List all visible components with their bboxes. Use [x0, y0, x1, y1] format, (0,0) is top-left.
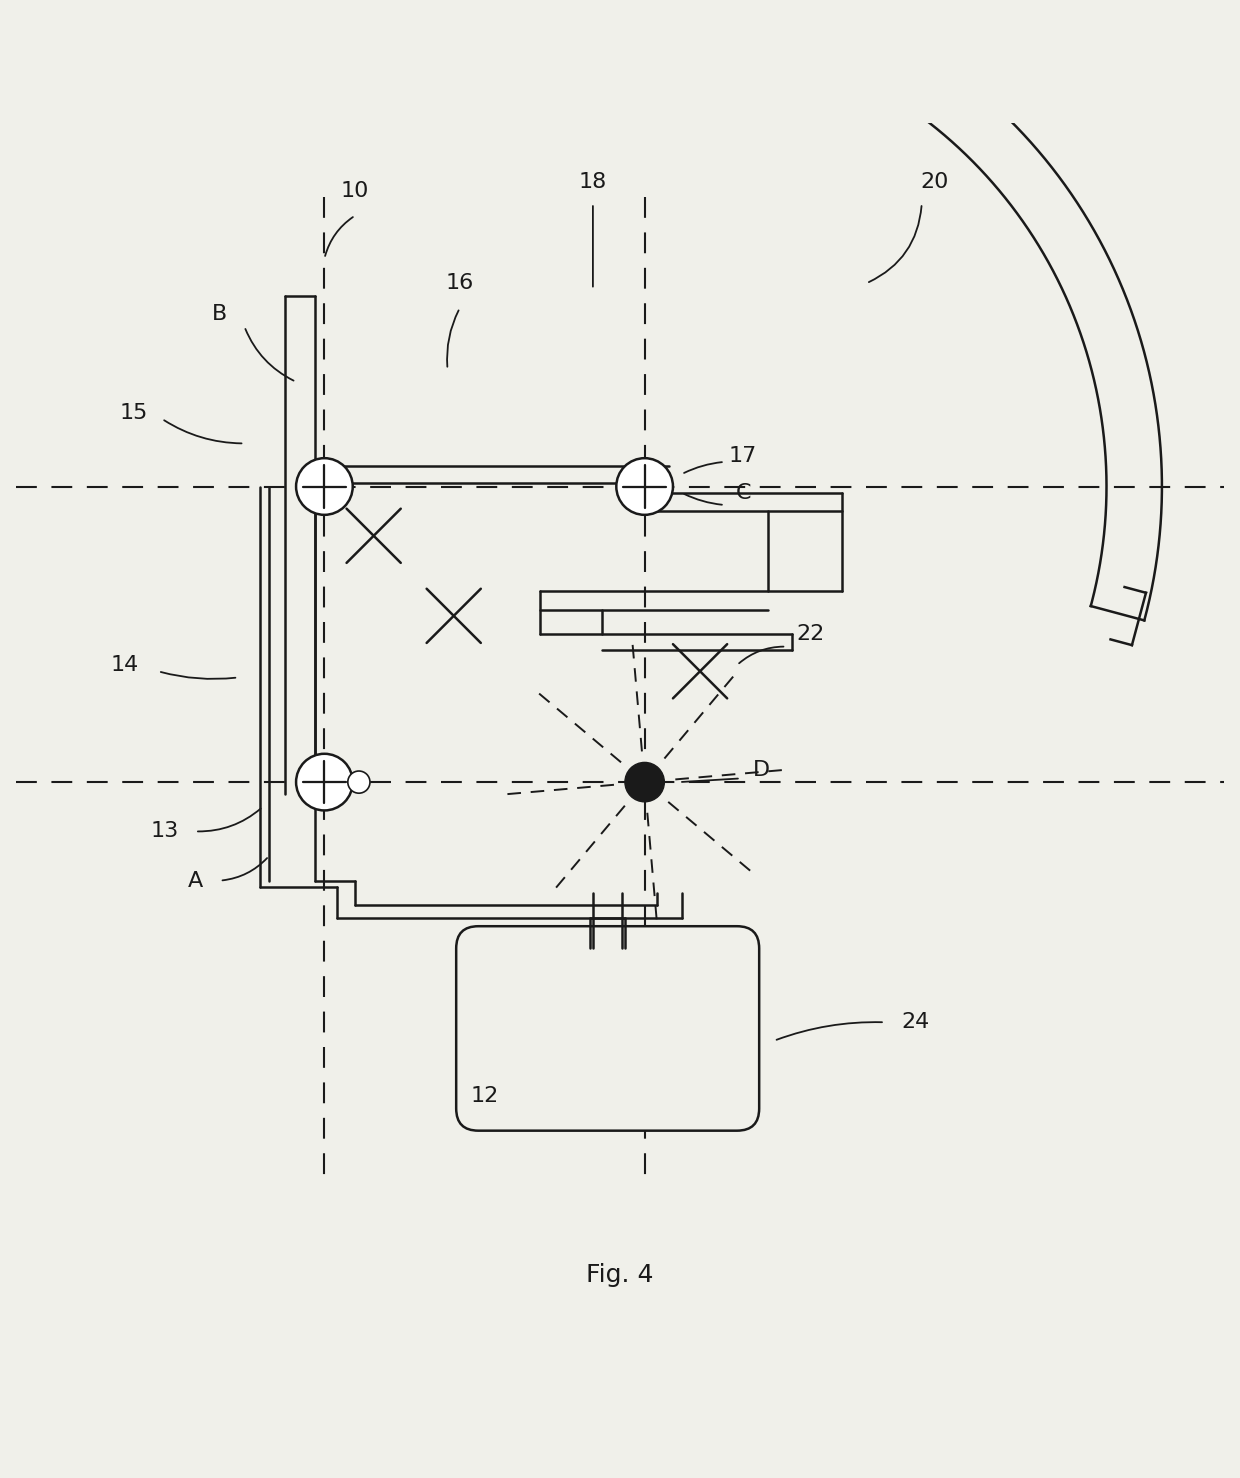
Text: Fig. 4: Fig. 4: [587, 1262, 653, 1287]
Text: 24: 24: [901, 1012, 930, 1032]
FancyBboxPatch shape: [456, 927, 759, 1131]
Text: 10: 10: [341, 180, 370, 201]
Circle shape: [616, 458, 673, 514]
Text: 12: 12: [470, 1086, 498, 1106]
Text: 17: 17: [729, 446, 758, 466]
Bar: [611, 0, 678, 7]
Text: C: C: [735, 483, 751, 503]
Text: A: A: [187, 871, 202, 891]
Text: 14: 14: [110, 655, 139, 675]
Circle shape: [347, 772, 370, 794]
Circle shape: [296, 458, 352, 514]
Circle shape: [625, 763, 665, 801]
Polygon shape: [465, 0, 512, 34]
Text: 20: 20: [920, 173, 949, 192]
Circle shape: [296, 754, 352, 810]
Text: 18: 18: [579, 173, 608, 192]
Text: 15: 15: [119, 402, 148, 423]
Text: B: B: [212, 304, 227, 324]
Text: 16: 16: [445, 273, 474, 293]
Text: D: D: [753, 760, 770, 780]
Bar: [599, 0, 691, 21]
Text: 13: 13: [150, 822, 179, 841]
Text: 22: 22: [797, 624, 825, 644]
Polygon shape: [753, 0, 800, 27]
